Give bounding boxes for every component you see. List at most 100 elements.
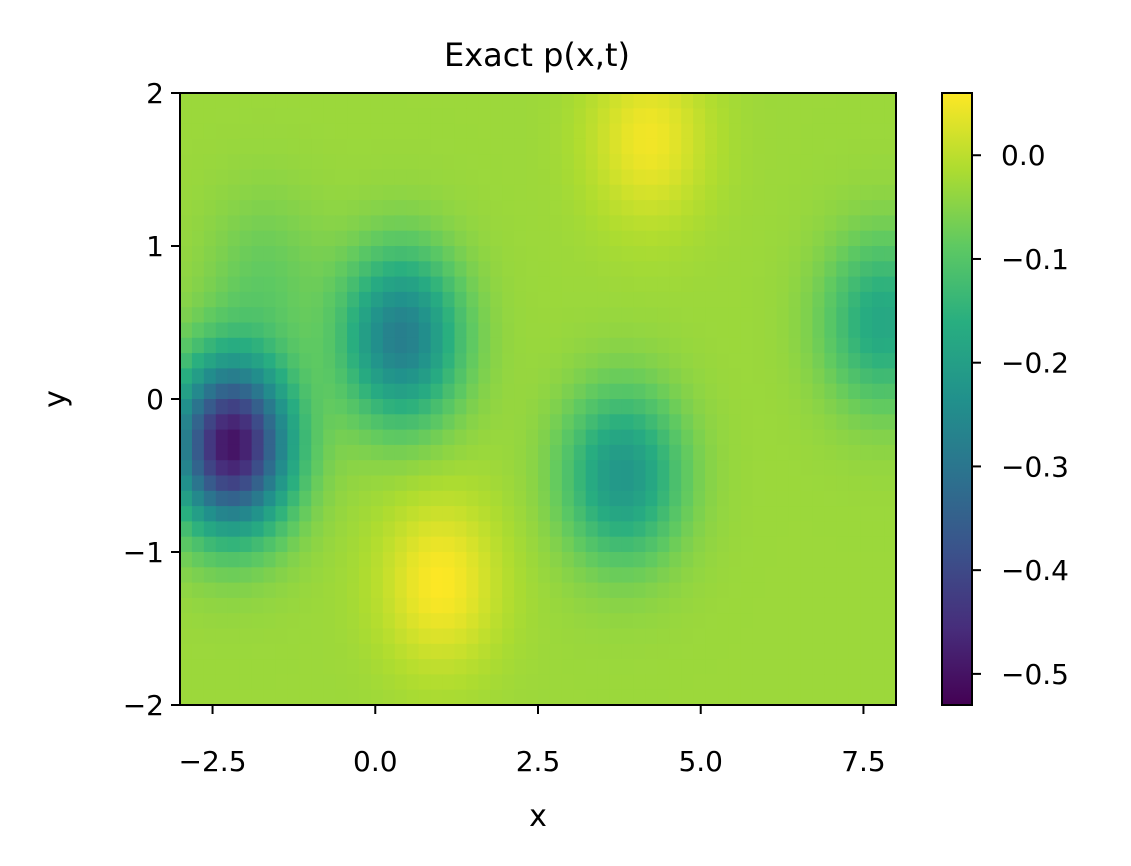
heatmap-cell [359,93,372,109]
heatmap-cell [370,169,384,186]
y-axis-label: y [38,390,73,408]
heatmap-cell [418,246,432,262]
heatmap-cell [597,490,611,507]
heatmap-cell [418,490,432,507]
heatmap-cell [263,597,277,614]
heatmap-cell [884,597,897,614]
heatmap-cell [275,643,288,660]
heatmap-cell [800,138,814,155]
heatmap-cell [621,353,635,369]
heatmap-cell [836,337,849,354]
heatmap-cell [776,123,790,140]
heatmap-cell [812,536,825,553]
heatmap-cell [657,322,670,339]
heatmap-cell [728,659,742,675]
heatmap-cell [681,276,694,293]
heatmap-cell [764,154,778,171]
heatmap-cell [191,276,205,293]
heatmap-cell [860,643,873,660]
heatmap-cell [299,597,312,614]
heatmap-cell [442,659,456,675]
heatmap-cell [884,628,897,645]
heatmap-cell [526,536,539,553]
heatmap-cell [263,276,277,293]
heatmap-cell [884,230,897,247]
heatmap-cell [335,460,348,477]
heatmap-cell [824,490,837,507]
heatmap-cell [180,184,193,201]
heatmap-cell [215,169,229,186]
heatmap-cell [418,200,432,216]
heatmap-cell [490,460,503,477]
heatmap-cell [180,230,193,247]
heatmap-cell [657,291,670,308]
heatmap-cell [573,521,587,538]
heatmap-cell [740,674,754,691]
heatmap-cell [538,552,551,568]
heatmap-cell [728,123,742,140]
heatmap-cell [454,108,467,125]
heatmap-cell [502,337,515,354]
heatmap-cell [609,414,623,431]
heatmap-cell [382,108,396,125]
heatmap-cell [884,674,897,691]
heatmap-cell [251,659,265,675]
heatmap-cell [311,368,324,385]
heatmap-cell [251,322,265,339]
heatmap-cell [872,230,885,247]
heatmap-cell [561,123,575,140]
heatmap-cell [800,230,814,247]
heatmap-cell [585,138,599,155]
x-tick-label: 2.5 [516,745,561,778]
heatmap-cell [490,674,503,691]
heatmap-cell [609,307,623,324]
heatmap-cell [442,169,456,186]
heatmap-cell [860,582,873,599]
heatmap-cell [872,353,885,369]
heatmap-cell [776,154,790,171]
heatmap-cell [657,597,670,614]
heatmap-cell [335,689,348,706]
heatmap-cell [323,230,336,247]
heatmap-cell [860,567,873,584]
heatmap-cell [597,169,611,186]
heatmap-cell [585,521,599,538]
heatmap-cell [597,291,611,308]
heatmap-cell [776,444,790,461]
heatmap-cell [394,291,408,308]
heatmap-cell [657,475,670,492]
heatmap-cell [860,230,873,247]
heatmap-cell [394,460,408,477]
heatmap-cell [466,368,479,385]
heatmap-cell [549,261,563,278]
heatmap-cell [836,307,849,324]
heatmap-cell [609,444,623,461]
heatmap-cell [203,460,217,477]
heatmap-cell [394,552,408,568]
heatmap-cell [442,230,456,247]
heatmap-cell [740,582,754,599]
heatmap-cell [526,123,539,140]
heatmap-cell [597,215,611,232]
heatmap-cell [705,261,718,278]
heatmap-cell [323,674,336,691]
heatmap-cell [490,490,503,507]
heatmap-cell [705,200,718,216]
heatmap-cell [430,399,444,415]
heatmap-cell [693,138,706,155]
heatmap-cell [526,659,539,675]
heatmap-cell [812,184,825,201]
heatmap-cell [191,536,205,553]
heatmap-cell [311,184,324,201]
heatmap-cell [251,230,265,247]
heatmap-cell [502,123,515,140]
heatmap-cell [812,689,825,706]
heatmap-cell [693,552,706,568]
heatmap-cell [406,169,420,186]
heatmap-cell [251,536,265,553]
heatmap-cell [299,383,312,400]
heatmap-cell [466,93,479,109]
heatmap-cell [466,444,479,461]
heatmap-cell [454,536,467,553]
heatmap-cell [251,169,265,186]
